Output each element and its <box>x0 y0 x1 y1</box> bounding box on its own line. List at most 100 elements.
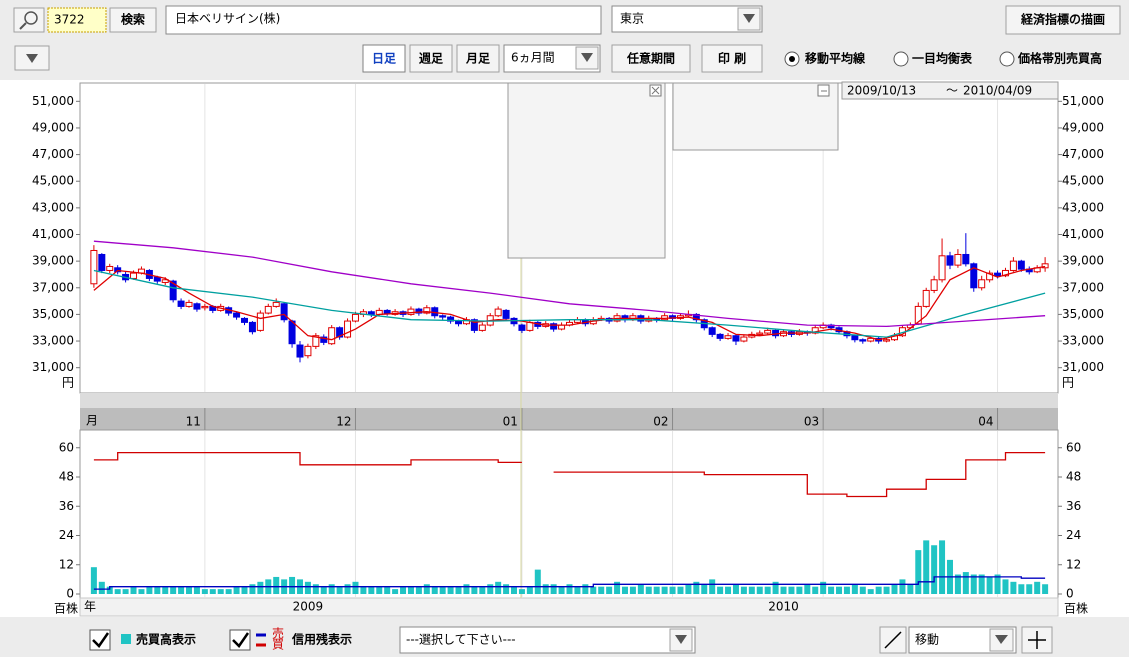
radio-dot <box>789 56 795 62</box>
company-field[interactable] <box>165 5 602 35</box>
volume-bar <box>685 584 692 594</box>
year-band <box>79 597 1059 617</box>
y-tick-label: 12 <box>1066 557 1081 571</box>
radio[interactable] <box>893 51 909 67</box>
candle-body <box>756 332 764 335</box>
y-tick-label: 48 <box>59 470 74 484</box>
volume-bar <box>550 584 557 594</box>
candle-body <box>439 315 447 318</box>
volume-bar <box>574 586 581 594</box>
volume-bar <box>939 540 946 594</box>
volume-bar <box>360 586 367 594</box>
volume-bar <box>122 589 129 594</box>
checkbox[interactable] <box>89 629 111 651</box>
y-tick-label: 39,000 <box>32 254 74 268</box>
volume-bar <box>423 584 430 594</box>
code-input[interactable] <box>47 7 107 33</box>
x-tick-label: 11 <box>186 415 201 429</box>
plus-icon <box>1028 631 1046 649</box>
candle-body <box>169 280 177 301</box>
y-tick-label: 24 <box>1066 528 1081 542</box>
volume-bar <box>1034 581 1041 594</box>
week-button[interactable] <box>409 44 453 73</box>
candle-body <box>811 327 819 334</box>
candle-body <box>867 337 875 342</box>
candle-body <box>193 303 201 310</box>
candle-body <box>851 335 859 341</box>
month-button[interactable] <box>456 44 500 73</box>
candle-body <box>248 321 256 333</box>
volume-bar <box>257 581 264 594</box>
volume-bar <box>915 550 922 594</box>
search-label: 検索 <box>121 12 145 27</box>
y-tick-label: 43,000 <box>1062 200 1104 214</box>
volume-bar <box>503 584 510 594</box>
candle-body <box>954 253 962 266</box>
candle-body <box>938 255 946 281</box>
candle-body <box>296 344 304 358</box>
candle-body <box>161 279 169 283</box>
volume-bar <box>225 589 232 594</box>
candle-body <box>946 255 954 266</box>
volume-bar <box>138 589 145 594</box>
line <box>93 240 1046 328</box>
y-tick-label: 37,000 <box>1062 280 1104 294</box>
margin-icon-sell: 売 <box>272 626 284 641</box>
y-tick-label: 51,000 <box>32 94 74 108</box>
volume-bar <box>812 586 819 594</box>
volume-bar <box>249 584 256 594</box>
custom-label: 任意期間 <box>626 51 675 66</box>
y-unit: 百株 <box>54 601 78 616</box>
market-dropdown[interactable] <box>611 5 763 33</box>
candle-body <box>494 308 502 317</box>
day-button[interactable] <box>362 44 406 73</box>
candle-body <box>264 305 272 314</box>
candle-body <box>518 324 526 331</box>
volume-bar <box>439 586 446 594</box>
y-tick-label: 49,000 <box>32 120 74 134</box>
candle-body <box>407 308 415 315</box>
magnifier-icon <box>24 11 38 25</box>
custom-button[interactable] <box>611 44 691 73</box>
volume-bar <box>820 581 827 594</box>
volume-bar <box>891 584 898 594</box>
volume-bar <box>534 569 541 594</box>
volume-bar <box>320 586 327 594</box>
y-tick-label: 45,000 <box>32 174 74 188</box>
volume-bar <box>748 586 755 594</box>
search-button[interactable] <box>109 7 157 33</box>
print-button[interactable] <box>701 44 763 73</box>
y-unit: 百株 <box>1064 601 1088 616</box>
y-tick-label: 31,000 <box>1062 360 1104 374</box>
volume-bar <box>312 584 319 594</box>
y-tick-label: 43,000 <box>32 200 74 214</box>
volume-bar <box>106 586 113 594</box>
radio[interactable] <box>999 51 1015 67</box>
candle-body <box>859 339 867 342</box>
candle-body <box>447 316 455 322</box>
econ-button[interactable] <box>1005 5 1121 35</box>
candle-body <box>320 336 328 343</box>
candle-body <box>772 329 780 337</box>
checkbox[interactable] <box>229 629 251 651</box>
volume-bar <box>1018 584 1025 594</box>
candle-body <box>344 320 352 338</box>
volume-bar <box>1002 579 1009 594</box>
x-tick-label: 2010 <box>768 600 799 614</box>
indicator-dropdown[interactable] <box>399 626 696 654</box>
mode-label: 移動 <box>915 633 939 647</box>
candle-body <box>978 279 986 289</box>
y-tick-label: 45,000 <box>1062 174 1104 188</box>
volume-bar <box>114 589 121 594</box>
y-tick-label: 47,000 <box>1062 147 1104 161</box>
volume-swatch <box>121 634 131 644</box>
candle-body <box>423 307 431 314</box>
y-tick-label: 60 <box>59 440 74 454</box>
y-tick-label: 37,000 <box>32 280 74 294</box>
volume-bar <box>590 586 597 594</box>
candle-body <box>922 289 930 307</box>
volume-bar <box>978 574 985 594</box>
candle-body <box>383 309 391 314</box>
line <box>93 269 1046 338</box>
volume-bar <box>368 586 375 594</box>
